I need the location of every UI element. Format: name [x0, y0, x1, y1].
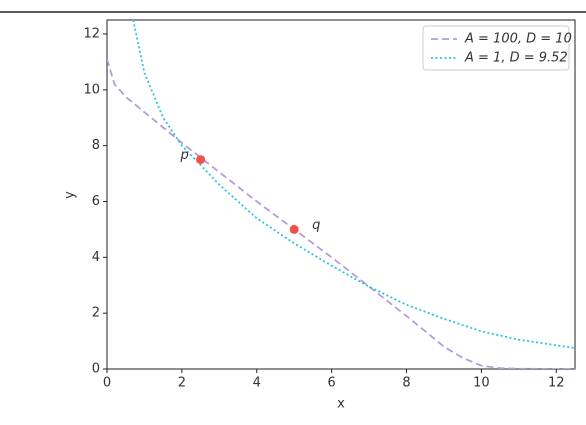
y-tick-label: 0 [92, 362, 100, 377]
legend-label: A = 100, D = 10 [464, 32, 572, 47]
x-tick-label: 0 [103, 376, 111, 391]
x-tick-label: 8 [402, 376, 410, 391]
x-tick-label: 10 [473, 376, 490, 391]
y-tick-label: 8 [92, 138, 100, 153]
y-tick-label: 6 [92, 194, 100, 209]
legend-label: A = 1, D = 9.52 [464, 51, 568, 66]
y-axis-label: y [63, 191, 78, 199]
x-tick-label: 2 [178, 376, 186, 391]
y-tick-label: 10 [83, 82, 100, 97]
point-label: p [179, 148, 188, 163]
x-axis-label: x [337, 397, 345, 412]
series-line [107, 58, 575, 369]
point [196, 155, 206, 165]
y-tick-label: 4 [92, 250, 100, 265]
series-line [132, 20, 575, 349]
x-tick-label: 4 [253, 376, 261, 391]
plot-frame [106, 19, 576, 370]
y-tick-label: 12 [83, 26, 100, 41]
point [289, 224, 299, 234]
y-tick-label: 2 [92, 306, 100, 321]
x-tick-label: 12 [548, 376, 565, 391]
point-label: q [312, 218, 320, 233]
x-tick-label: 6 [327, 376, 335, 391]
legend-box [422, 25, 570, 71]
